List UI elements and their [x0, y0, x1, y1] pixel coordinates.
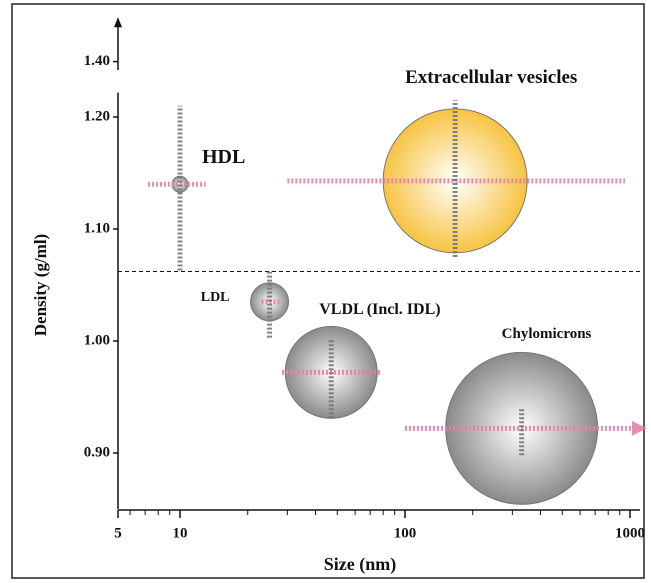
- bubble-label: LDL: [201, 290, 230, 305]
- x-axis-title: Size (nm): [324, 554, 396, 575]
- y-tick-label: 1.40: [84, 53, 110, 69]
- bubble-label: Extracellular vesicles: [405, 67, 577, 88]
- y-axis-title: Density (g/ml): [31, 234, 50, 336]
- x-tick-label: 10: [173, 525, 188, 541]
- y-tick-label: 1.10: [84, 220, 110, 236]
- x-tick-label: 1000: [615, 525, 645, 541]
- y-tick-label: 1.00: [84, 332, 110, 348]
- x-tick-label: 100: [394, 525, 417, 541]
- y-tick-label: 1.20: [84, 108, 110, 124]
- y-axis-arrow: [114, 17, 122, 27]
- x-tick-label: 5: [114, 525, 122, 541]
- y-tick-label: 0.90: [84, 444, 110, 460]
- bubble-label: HDL: [202, 146, 245, 168]
- bubble-label: Chylomicrons: [502, 326, 592, 342]
- bubble-label: VLDL (Incl. IDL): [319, 301, 440, 318]
- chart: Density (g/ml) Size (nm) 0.90 1.00 1.10 1.2…: [0, 0, 651, 583]
